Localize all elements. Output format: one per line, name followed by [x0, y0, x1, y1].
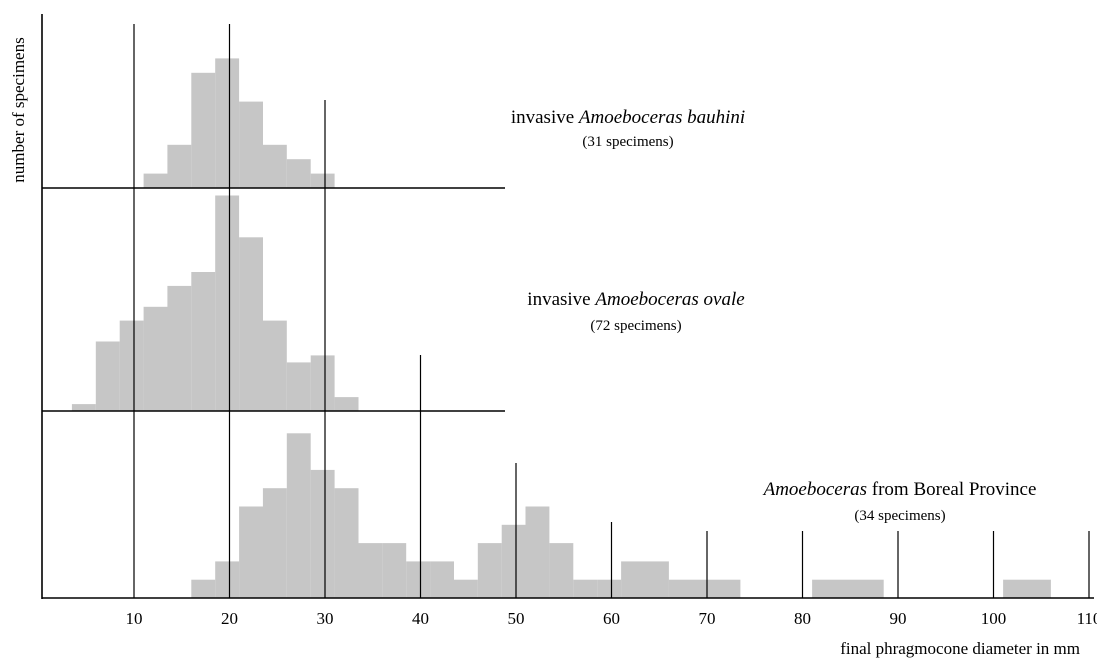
- histogram-bar-p3-5: [286, 433, 311, 598]
- histogram-bar-p3-16: [549, 543, 574, 598]
- panel-2-specimen-count: (72 specimens): [590, 318, 681, 334]
- panel-1-title: invasive Amoeboceras bauhini: [511, 107, 745, 128]
- histogram-bar-p1-6: [262, 144, 287, 188]
- histogram-bar-p2-3: [119, 320, 144, 411]
- reference-lines: [133, 24, 1090, 598]
- histogram-bar-p3-3: [239, 506, 263, 598]
- histogram-bar-p2-9: [262, 320, 287, 411]
- histogram-bar-p1-2: [167, 144, 192, 188]
- x-tick-label-20: 20: [221, 609, 238, 628]
- panel-3-title: Amoeboceras from Boreal Province: [762, 479, 1037, 500]
- histogram-bar-p3-1: [191, 579, 216, 598]
- x-tick-label-110: 110: [1077, 609, 1097, 628]
- x-tick-label-50: 50: [508, 609, 525, 628]
- histogram-bar-p3-2: [215, 561, 240, 598]
- histogram-bar-p1-5: [239, 101, 263, 188]
- axes: [41, 14, 1094, 599]
- histogram-bar-p2-12: [334, 397, 359, 411]
- histogram-bar-p3-11: [430, 561, 454, 598]
- histogram-bar-p2-6: [191, 272, 216, 411]
- panel-2-title: invasive Amoeboceras ovale: [527, 289, 744, 310]
- y-axis-label: number of specimens: [9, 37, 28, 182]
- histogram-bar-p3-14: [501, 524, 526, 598]
- histogram-bar-p3-7: [334, 488, 359, 598]
- histogram-bar-p1-4: [215, 58, 240, 189]
- histogram-bar-p3-8: [358, 543, 383, 598]
- histogram-bar-p3-18: [597, 579, 622, 598]
- panel-labels: invasive Amoeboceras bauhini (31 specimen…: [511, 107, 1037, 524]
- histogram-bar-p2-5: [167, 285, 192, 411]
- x-tick-label-70: 70: [699, 609, 716, 628]
- histogram-bar-p3-21: [812, 579, 884, 598]
- x-tick-label-90: 90: [890, 609, 907, 628]
- histogram-bar-p3-13: [477, 543, 502, 598]
- histogram-bar-p3-12: [453, 579, 478, 598]
- histogram-bar-p1-1: [143, 173, 168, 188]
- histogram-bar-p2-10: [286, 362, 311, 411]
- histogram-bar-p2-4: [143, 306, 168, 412]
- histogram-bar-p3-17: [573, 579, 598, 598]
- histogram-bar-p2-1: [71, 404, 96, 412]
- x-tick-labels: 10 20 30 40 50 60 70 80 90 100 110: [126, 609, 1097, 628]
- histogram-bar-p3-19: [621, 561, 669, 598]
- histogram-bar-p2-2: [95, 341, 120, 411]
- histogram-bar-p2-8: [239, 237, 263, 412]
- x-tick-label-80: 80: [794, 609, 811, 628]
- x-tick-label-30: 30: [317, 609, 334, 628]
- histogram-bar-p1-3: [191, 72, 216, 188]
- x-tick-label-60: 60: [603, 609, 620, 628]
- histogram-bar-p2-11: [310, 355, 335, 411]
- x-axis-label: final phragmocone diameter in mm: [840, 639, 1080, 658]
- histogram-bar-p3-20: [668, 579, 741, 598]
- histogram-bar-p2-7: [215, 195, 240, 411]
- histogram-bar-p1-8: [310, 173, 335, 188]
- histogram-bar-p3-15: [525, 506, 550, 598]
- panel-3-specimen-count: (34 specimens): [854, 508, 945, 524]
- histogram-bar-p1-7: [286, 159, 311, 188]
- x-tick-label-40: 40: [412, 609, 429, 628]
- histogram-bar-p3-9: [382, 543, 407, 598]
- histogram-bar-p3-22: [1003, 579, 1051, 598]
- x-tick-label-10: 10: [126, 609, 143, 628]
- x-tick-label-100: 100: [981, 609, 1007, 628]
- panel-1-specimen-count: (31 specimens): [582, 134, 673, 150]
- histogram-bar-p3-6: [310, 469, 335, 598]
- bars-layer: [71, 58, 1051, 598]
- histogram-bar-p3-10: [406, 561, 431, 598]
- histogram-bar-p3-4: [262, 488, 287, 598]
